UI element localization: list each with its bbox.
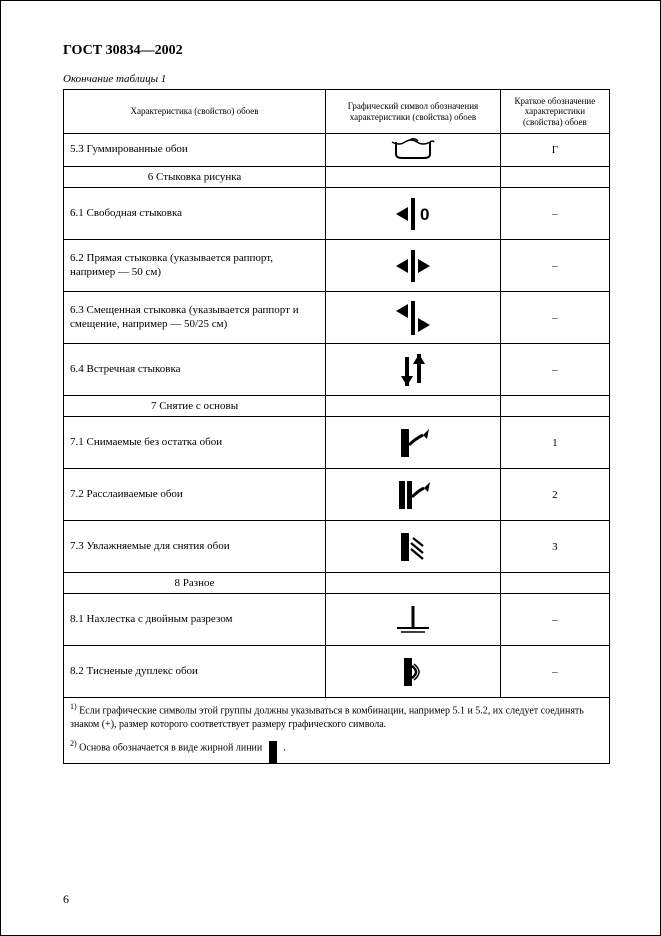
- thick-line-icon: [269, 741, 277, 763]
- section-title: 8 Разное: [64, 573, 326, 594]
- footnotes-row: 1) Если графические символы этой группы …: [64, 698, 610, 764]
- page: ГОСТ 30834—2002 Окончание таблицы 1 Хара…: [0, 0, 661, 936]
- cell-abbr: 3: [500, 521, 609, 573]
- footnotes-cell: 1) Если графические символы этой группы …: [64, 698, 610, 764]
- cell-symbol: [326, 521, 501, 573]
- cell-symbol: [326, 344, 501, 396]
- free-match-icon: 0: [390, 195, 436, 233]
- double-cut-overlap-icon: [391, 602, 435, 638]
- section-row: 8 Разное: [64, 573, 610, 594]
- section-row: 6 Стыковка рисунка: [64, 167, 610, 188]
- cell-abbr: –: [500, 646, 609, 698]
- footnote-2: 2) Основа обозначается в виде жирной лин…: [70, 737, 603, 759]
- water-tray-icon: [390, 138, 436, 162]
- table-row: 7.3 Увлажняемые для снятия обои 3: [64, 521, 610, 573]
- cell-abbr: –: [500, 240, 609, 292]
- wet-removable-icon: [393, 529, 433, 565]
- table-header-row: Характеристика (свойство) обоев Графичес…: [64, 90, 610, 134]
- cell-desc: 7.3 Увлажняемые для снятия обои: [64, 521, 326, 573]
- cell-desc: 6.4 Встречная стыковка: [64, 344, 326, 396]
- svg-text:0: 0: [420, 205, 429, 224]
- cell-abbr: –: [500, 188, 609, 240]
- cell-symbol: [326, 134, 501, 167]
- cell-desc: 5.3 Гуммированные обои: [64, 134, 326, 167]
- cell-abbr: –: [500, 292, 609, 344]
- cell-desc: 7.1 Снимаемые без остатка обои: [64, 417, 326, 469]
- cell-abbr: 2: [500, 469, 609, 521]
- straight-match-icon: [390, 247, 436, 285]
- table-row: 6.4 Встречная стыковка –: [64, 344, 610, 396]
- table-row: 8.2 Тисненые дуплекс обои –: [64, 646, 610, 698]
- page-number: 6: [63, 892, 69, 907]
- cell-desc: 7.2 Расслаиваемые обои: [64, 469, 326, 521]
- table-caption: Окончание таблицы 1: [63, 73, 610, 85]
- cell-symbol: 0: [326, 188, 501, 240]
- section-title: 6 Стыковка рисунка: [64, 167, 326, 188]
- cell-symbol: [326, 469, 501, 521]
- cell-desc: 8.2 Тисненые дуплекс обои: [64, 646, 326, 698]
- document-code: ГОСТ 30834—2002: [63, 43, 610, 59]
- cell-symbol: [326, 292, 501, 344]
- table-row: 6.3 Смещенная стыковка (указывается рапп…: [64, 292, 610, 344]
- cell-symbol: [326, 594, 501, 646]
- header-characteristic: Характеристика (свойство) обоев: [64, 90, 326, 134]
- cell-symbol: [326, 646, 501, 698]
- cell-symbol: [326, 417, 501, 469]
- table-row: 6.1 Свободная стыковка 0 –: [64, 188, 610, 240]
- cell-desc: 6.2 Прямая стыковка (указывается раппорт…: [64, 240, 326, 292]
- cell-desc: 8.1 Нахлестка с двойным разрезом: [64, 594, 326, 646]
- table-row: 5.3 Гуммированные обои Г: [64, 134, 610, 167]
- header-symbol: Графический символ обозначения характери…: [326, 90, 501, 134]
- cell-symbol: [326, 240, 501, 292]
- properties-table: Характеристика (свойство) обоев Графичес…: [63, 89, 610, 764]
- cell-desc: 6.1 Свободная стыковка: [64, 188, 326, 240]
- table-row: 7.2 Расслаиваемые обои 2: [64, 469, 610, 521]
- header-abbreviation: Краткое обозначение характеристики (свой…: [500, 90, 609, 134]
- reverse-hang-icon: [396, 351, 430, 389]
- embossed-duplex-icon: [396, 654, 430, 690]
- table-row: 6.2 Прямая стыковка (указывается раппорт…: [64, 240, 610, 292]
- table-row: 8.1 Нахлестка с двойным разрезом –: [64, 594, 610, 646]
- footnote-1: 1) Если графические символы этой группы …: [70, 702, 603, 731]
- cell-desc: 6.3 Смещенная стыковка (указывается рапп…: [64, 292, 326, 344]
- peelable-icon: [393, 477, 433, 513]
- cell-abbr: –: [500, 594, 609, 646]
- section-row: 7 Снятие с основы: [64, 396, 610, 417]
- table-row: 7.1 Снимаемые без остатка обои 1: [64, 417, 610, 469]
- cell-abbr: Г: [500, 134, 609, 167]
- offset-match-icon: [390, 298, 436, 338]
- strippable-icon: [393, 425, 433, 461]
- section-title: 7 Снятие с основы: [64, 396, 326, 417]
- cell-abbr: –: [500, 344, 609, 396]
- cell-abbr: 1: [500, 417, 609, 469]
